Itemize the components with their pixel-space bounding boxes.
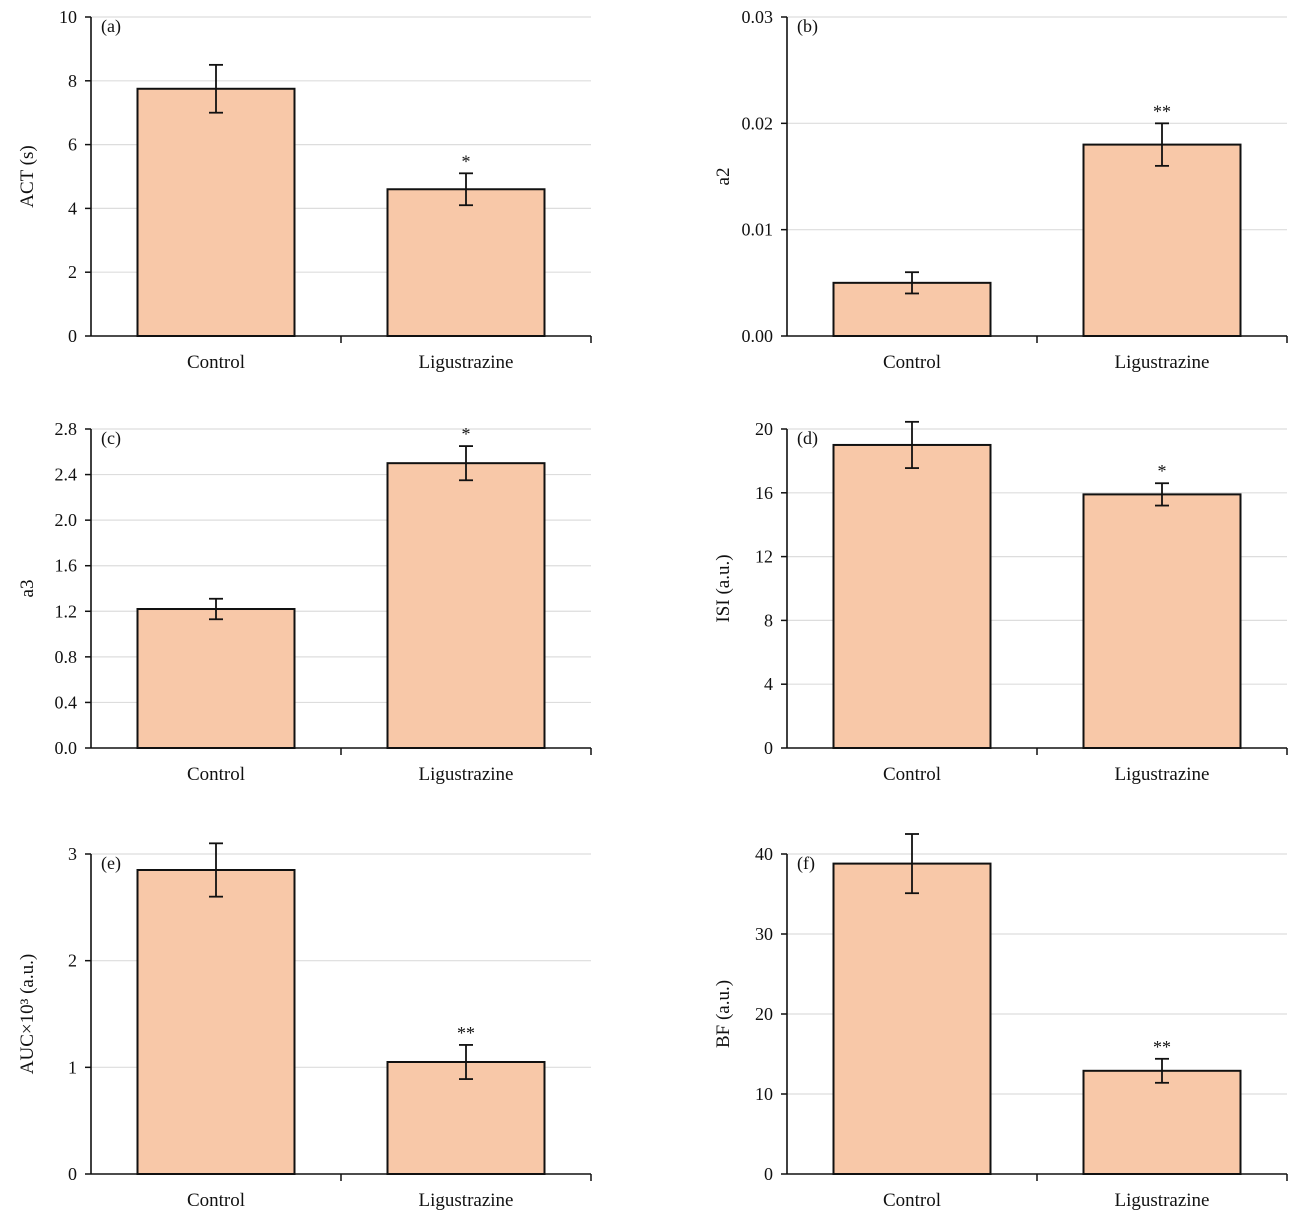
y-tick-label: 3 [68, 844, 77, 864]
panel-label: (e) [101, 853, 121, 874]
bar-control [832, 443, 992, 749]
bar-control [136, 87, 296, 338]
bar-control [136, 608, 296, 749]
x-tick-label: Control [187, 764, 245, 785]
panel-label: (f) [797, 853, 815, 874]
panel-label: (c) [101, 428, 121, 449]
x-tick-label: Ligustrazine [419, 1190, 514, 1211]
y-tick-label: 0.00 [742, 326, 774, 346]
y-axis-label: a2 [713, 168, 734, 186]
y-tick-label: 0.4 [55, 692, 78, 712]
significance-mark: * [1158, 461, 1167, 481]
x-tick-label: Control [187, 352, 245, 373]
y-tick-label: 10 [755, 1084, 773, 1104]
y-tick-label: 8 [764, 610, 773, 630]
y-tick-label: 2 [68, 262, 77, 282]
y-tick-label: 1.2 [55, 601, 78, 621]
x-tick-label: Ligustrazine [1115, 764, 1210, 785]
chart-panel-3: 0.0 0.4 0.8 1.2 1.6 2.0 2.4 2.8 (c) a3 Control * Lig… [17, 419, 592, 785]
panel-label: (d) [797, 428, 818, 449]
x-tick-label: Ligustrazine [419, 764, 514, 785]
chart-panel-5: 0 1 2 3 (e) AUC×10³ (a.u.) Control ** Ligustrazi… [17, 842, 592, 1211]
significance-mark: * [462, 151, 471, 171]
y-tick-label: 4 [764, 674, 773, 694]
chart-panel-4: 0 4 8 12 16 20 (d) ISI (a.u.) Control * Ligustrazi… [713, 419, 1288, 785]
y-tick-label: 1 [68, 1057, 77, 1077]
bar-ligustrazine [386, 1061, 546, 1175]
y-axis-label: a3 [17, 580, 38, 598]
bar-ligustrazine [1082, 493, 1242, 749]
chart-panel-6: 0 10 20 30 40 (f) BF (a.u.) Control ** Ligustrazi… [713, 833, 1288, 1211]
y-tick-label: 2.8 [55, 419, 78, 439]
y-tick-label: 20 [755, 419, 773, 439]
y-tick-label: 0 [68, 1164, 77, 1184]
significance-mark: ** [1153, 101, 1171, 121]
y-tick-label: 12 [755, 547, 773, 567]
y-tick-label: 0 [764, 738, 773, 758]
y-tick-label: 2.4 [55, 465, 78, 485]
y-tick-label: 0.03 [742, 7, 774, 27]
bar-ligustrazine [386, 188, 546, 337]
significance-mark: ** [1153, 1037, 1171, 1057]
x-tick-label: Control [883, 1190, 941, 1211]
x-tick-label: Control [187, 1190, 245, 1211]
bar-ligustrazine [1082, 1069, 1242, 1176]
panel-label: (b) [797, 16, 818, 37]
significance-mark: ** [457, 1023, 475, 1043]
y-tick-label: 0.02 [742, 113, 774, 133]
y-axis-label: ISI (a.u.) [713, 554, 734, 622]
bar-control [832, 862, 992, 1175]
y-axis-label: AUC×10³ (a.u.) [17, 954, 38, 1074]
bar-ligustrazine [386, 462, 546, 749]
y-tick-label: 20 [755, 1004, 773, 1024]
y-tick-label: 0.0 [55, 738, 78, 758]
significance-mark: * [462, 424, 471, 444]
bar-ligustrazine [1082, 143, 1242, 337]
x-tick-label: Control [883, 764, 941, 785]
bar-control [136, 869, 296, 1175]
y-tick-label: 1.6 [55, 556, 78, 576]
x-tick-label: Control [883, 352, 941, 373]
y-tick-label: 16 [755, 483, 773, 503]
y-axis-label: ACT (s) [17, 145, 38, 207]
y-tick-label: 0 [68, 326, 77, 346]
y-tick-label: 30 [755, 924, 773, 944]
chart-panel-2: 0.00 0.01 0.02 0.03 (b) a2 Control ** Ligustrazi… [713, 7, 1288, 373]
y-tick-label: 40 [755, 844, 773, 864]
y-tick-label: 6 [68, 135, 77, 155]
x-tick-label: Ligustrazine [1115, 352, 1210, 373]
y-tick-label: 8 [68, 71, 77, 91]
y-axis-label: BF (a.u.) [713, 980, 734, 1048]
y-tick-label: 0 [764, 1164, 773, 1184]
y-tick-label: 0.8 [55, 647, 78, 667]
y-tick-label: 4 [68, 198, 77, 218]
y-tick-label: 2 [68, 951, 77, 971]
chart-panel-1: 0 2 4 6 8 10 (a) ACT (s) Control * Ligustrazine [17, 7, 592, 373]
y-tick-label: 0.01 [742, 220, 774, 240]
x-tick-label: Ligustrazine [1115, 1190, 1210, 1211]
y-tick-label: 2.0 [55, 510, 78, 530]
panel-label: (a) [101, 16, 121, 37]
x-tick-label: Ligustrazine [419, 352, 514, 373]
y-tick-label: 10 [59, 7, 77, 27]
